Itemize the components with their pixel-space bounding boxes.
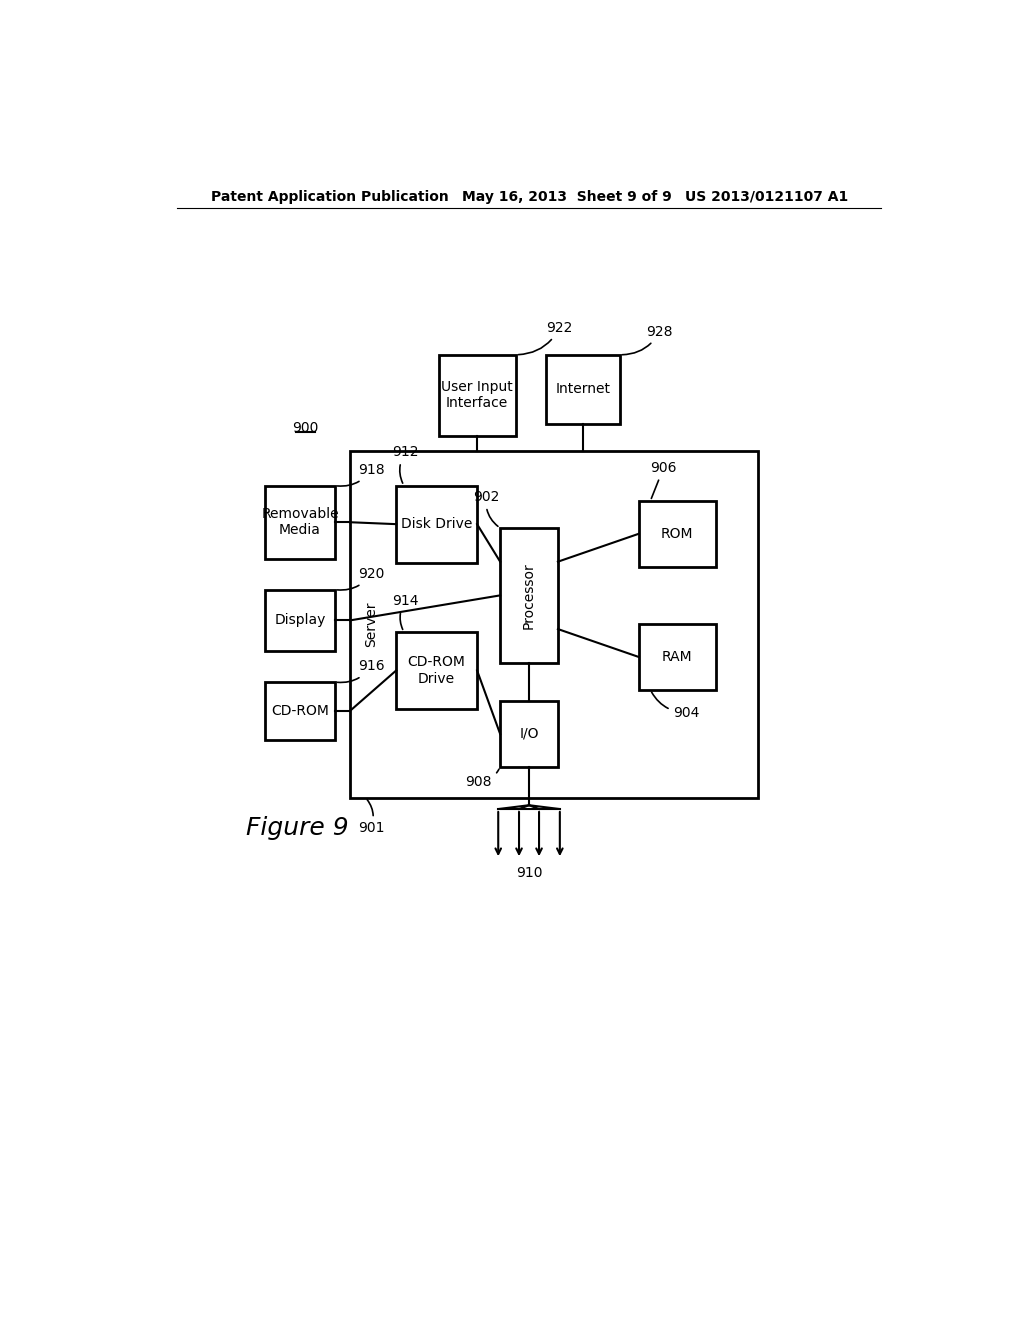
Bar <box>265 486 335 558</box>
Text: CD-ROM: CD-ROM <box>271 704 329 718</box>
Text: Processor: Processor <box>522 562 536 628</box>
Bar <box>265 590 335 651</box>
Bar <box>396 632 477 709</box>
Text: RAM: RAM <box>662 649 692 664</box>
Bar <box>500 528 558 663</box>
Text: ROM: ROM <box>662 527 693 541</box>
Text: 912: 912 <box>392 445 419 483</box>
Text: Figure 9: Figure 9 <box>246 816 349 841</box>
Text: 916: 916 <box>337 660 384 682</box>
Text: 908: 908 <box>466 770 499 789</box>
Bar <box>500 701 558 767</box>
Bar <box>396 486 477 562</box>
Text: I/O: I/O <box>519 727 539 741</box>
Text: 904: 904 <box>651 692 699 719</box>
Text: 914: 914 <box>392 594 419 630</box>
Bar <box>438 355 515 436</box>
Text: Patent Application Publication: Patent Application Publication <box>211 190 450 203</box>
Text: 922: 922 <box>518 321 572 355</box>
Text: US 2013/0121107 A1: US 2013/0121107 A1 <box>685 190 848 203</box>
Text: Server: Server <box>365 602 379 647</box>
Bar <box>639 502 716 566</box>
Bar <box>639 624 716 689</box>
Text: 920: 920 <box>337 568 384 590</box>
Bar <box>265 682 335 739</box>
Text: Disk Drive: Disk Drive <box>401 517 472 531</box>
Text: Removable
Media: Removable Media <box>261 507 339 537</box>
Text: 900: 900 <box>292 421 318 434</box>
Bar <box>350 451 758 797</box>
Text: 906: 906 <box>650 461 677 499</box>
Text: User Input
Interface: User Input Interface <box>441 380 513 411</box>
Text: 910: 910 <box>516 866 543 880</box>
Text: 928: 928 <box>623 325 673 355</box>
Text: 901: 901 <box>357 800 384 836</box>
Text: Display: Display <box>274 614 326 627</box>
Text: CD-ROM
Drive: CD-ROM Drive <box>408 655 466 685</box>
Text: 902: 902 <box>473 490 500 527</box>
Bar <box>547 355 620 424</box>
Text: May 16, 2013  Sheet 9 of 9: May 16, 2013 Sheet 9 of 9 <box>462 190 672 203</box>
Text: Internet: Internet <box>555 383 610 396</box>
Text: 918: 918 <box>337 463 384 486</box>
